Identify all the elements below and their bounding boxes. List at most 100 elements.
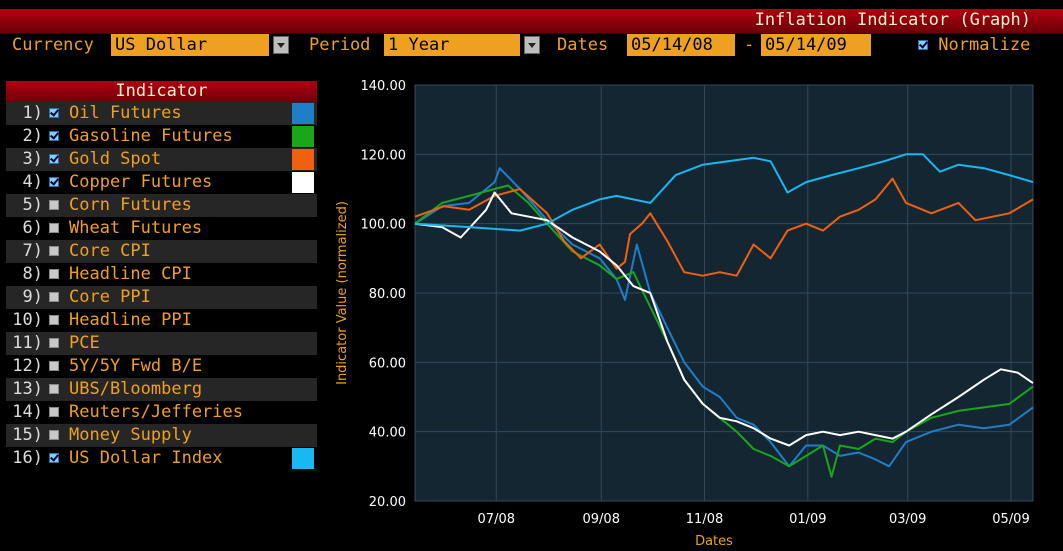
y-tick-label: 100.00 <box>361 218 407 233</box>
date-from-input[interactable]: 05/14/08 <box>627 34 735 56</box>
currency-select[interactable]: US Dollar <box>111 34 269 56</box>
indicator-number: 11) <box>12 333 43 353</box>
indicator-row[interactable]: 4) Copper Futures <box>6 171 317 194</box>
indicator-number: 6) <box>22 218 43 238</box>
date-separator: - <box>744 35 755 55</box>
indicator-checkbox[interactable] <box>49 246 59 256</box>
indicator-number: 7) <box>22 241 43 261</box>
indicator-name: Corn Futures <box>69 195 192 215</box>
x-tick-label: 05/09 <box>992 512 1029 527</box>
normalize-checkbox[interactable] <box>918 40 928 50</box>
indicator-row[interactable]: 6) Wheat Futures <box>6 217 317 240</box>
indicator-checkbox[interactable] <box>49 108 59 118</box>
indicator-number: 9) <box>22 287 43 307</box>
indicator-row[interactable]: 12) 5Y/5Y Fwd B/E <box>6 355 317 378</box>
x-tick-label: 09/08 <box>583 512 620 527</box>
indicator-name: Copper Futures <box>69 172 213 192</box>
indicator-color-swatch[interactable] <box>292 172 314 193</box>
normalize-label: Normalize <box>938 35 1031 55</box>
indicator-row[interactable]: 10) Headline PPI <box>6 309 317 332</box>
series-line <box>414 184 1034 478</box>
indicator-row[interactable]: 15) Money Supply <box>6 424 317 447</box>
x-tick-label: 07/08 <box>478 512 515 527</box>
y-axis-label: Indicator Value (normalized) <box>335 201 350 385</box>
period-select[interactable]: 1 Year <box>384 34 520 56</box>
indicator-panel-header: Indicator <box>6 81 317 102</box>
indicator-checkbox[interactable] <box>49 200 59 210</box>
y-tick-label: 80.00 <box>369 287 406 302</box>
indicator-row[interactable]: 11) PCE <box>6 332 317 355</box>
indicator-row[interactable]: 14) Reuters/Jefferies <box>6 401 317 424</box>
indicator-checkbox[interactable] <box>49 384 59 394</box>
x-tick-label: 03/09 <box>889 512 926 527</box>
chart-area: 140.00 120.00 100.00 80.00 60.00 40.00 20.00 07… <box>319 69 1063 549</box>
indicator-row[interactable]: 13) UBS/Bloomberg <box>6 378 317 401</box>
indicator-name: Wheat Futures <box>69 218 203 238</box>
indicator-checkbox[interactable] <box>49 269 59 279</box>
indicator-name: Headline CPI <box>69 264 192 284</box>
period-label: Period <box>309 35 371 55</box>
indicator-row[interactable]: 9) Core PPI <box>6 286 317 309</box>
indicator-number: 5) <box>22 195 43 215</box>
indicator-checkbox[interactable] <box>49 292 59 302</box>
indicator-name: 5Y/5Y Fwd B/E <box>69 356 203 376</box>
indicator-row[interactable]: 1) Oil Futures <box>6 102 317 125</box>
window-title: Inflation Indicator (Graph) <box>754 10 1031 30</box>
x-tick-label: 11/08 <box>686 512 723 527</box>
period-dropdown-icon[interactable] <box>524 36 540 54</box>
indicator-number: 12) <box>12 356 43 376</box>
currency-label: Currency <box>12 35 94 55</box>
x-axis-label: Dates <box>695 534 733 547</box>
dates-label: Dates <box>557 35 609 55</box>
line-chart: 140.00 120.00 100.00 80.00 60.00 40.00 20.00 07… <box>335 79 1034 549</box>
indicator-name: US Dollar Index <box>69 448 223 468</box>
indicator-row[interactable]: 16) US Dollar Index <box>6 447 317 470</box>
series-line <box>414 167 1034 468</box>
indicator-color-swatch[interactable] <box>292 103 314 124</box>
normalize-toggle[interactable]: Normalize <box>918 34 1030 56</box>
currency-dropdown-icon[interactable] <box>273 36 289 54</box>
indicator-panel: Indicator 1) Oil Futures 2) Gasoline Future… <box>6 81 317 547</box>
indicator-name: Headline PPI <box>69 310 192 330</box>
indicator-row[interactable]: 3) Gold Spot <box>6 148 317 171</box>
indicator-name: Oil Futures <box>69 103 182 123</box>
indicator-number: 1) <box>22 103 43 123</box>
indicator-name: Core PPI <box>69 287 151 307</box>
indicator-checkbox[interactable] <box>49 338 59 348</box>
indicator-checkbox[interactable] <box>49 361 59 371</box>
indicator-name: Gasoline Futures <box>69 126 233 146</box>
indicator-checkbox[interactable] <box>49 154 59 164</box>
indicator-number: 14) <box>12 402 43 422</box>
indicator-checkbox[interactable] <box>49 131 59 141</box>
indicator-number: 8) <box>22 264 43 284</box>
indicator-row[interactable]: 8) Headline CPI <box>6 263 317 286</box>
indicator-name: UBS/Bloomberg <box>69 379 203 399</box>
series-line <box>414 153 1034 232</box>
y-tick-label: 120.00 <box>361 148 407 163</box>
y-tick-label: 60.00 <box>369 356 406 371</box>
indicator-name: Reuters/Jefferies <box>69 402 243 422</box>
indicator-color-swatch[interactable] <box>292 149 314 170</box>
indicator-checkbox[interactable] <box>49 177 59 187</box>
indicator-number: 16) <box>12 448 43 468</box>
indicator-name: Money Supply <box>69 425 192 445</box>
indicator-color-swatch[interactable] <box>292 448 314 469</box>
indicator-number: 3) <box>22 149 43 169</box>
indicator-checkbox[interactable] <box>49 430 59 440</box>
indicator-row[interactable]: 2) Gasoline Futures <box>6 125 317 148</box>
window-title-bar: Inflation Indicator (Graph) <box>0 9 1063 34</box>
indicator-name: Core CPI <box>69 241 151 261</box>
y-tick-label: 20.00 <box>369 495 406 510</box>
indicator-checkbox[interactable] <box>49 407 59 417</box>
indicator-checkbox[interactable] <box>49 453 59 463</box>
indicator-number: 4) <box>22 172 43 192</box>
indicator-color-swatch[interactable] <box>292 126 314 147</box>
indicator-row[interactable]: 5) Corn Futures <box>6 194 317 217</box>
x-tick-label: 01/09 <box>789 512 826 527</box>
y-tick-label: 40.00 <box>369 426 406 441</box>
indicator-checkbox[interactable] <box>49 315 59 325</box>
indicator-row[interactable]: 7) Core CPI <box>6 240 317 263</box>
indicator-checkbox[interactable] <box>49 223 59 233</box>
indicator-number: 2) <box>22 126 43 146</box>
date-to-input[interactable]: 05/14/09 <box>761 34 871 56</box>
